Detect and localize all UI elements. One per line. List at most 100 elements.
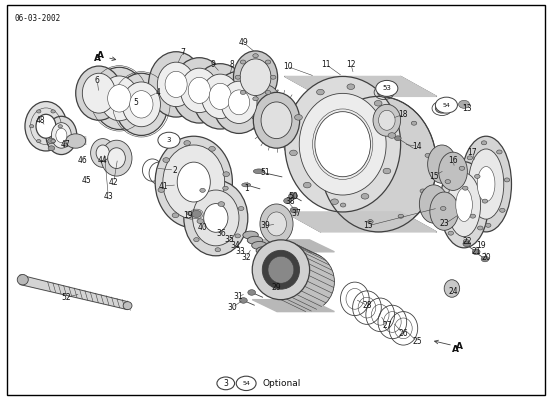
Ellipse shape bbox=[188, 77, 210, 104]
Circle shape bbox=[191, 210, 201, 218]
Circle shape bbox=[499, 208, 505, 212]
Ellipse shape bbox=[315, 112, 371, 177]
Text: 50: 50 bbox=[288, 192, 298, 200]
Ellipse shape bbox=[171, 58, 227, 123]
Ellipse shape bbox=[268, 256, 294, 283]
Text: 15: 15 bbox=[363, 222, 372, 230]
Polygon shape bbox=[285, 76, 436, 96]
Ellipse shape bbox=[435, 104, 448, 113]
Circle shape bbox=[481, 256, 489, 262]
Text: 34: 34 bbox=[230, 241, 240, 250]
Text: 29: 29 bbox=[272, 283, 281, 292]
Ellipse shape bbox=[123, 302, 132, 310]
Circle shape bbox=[172, 213, 179, 218]
Text: 39: 39 bbox=[260, 222, 270, 230]
Ellipse shape bbox=[122, 82, 160, 127]
Text: 21: 21 bbox=[472, 246, 481, 256]
Ellipse shape bbox=[204, 204, 228, 232]
Ellipse shape bbox=[209, 83, 231, 110]
Ellipse shape bbox=[180, 68, 218, 113]
Circle shape bbox=[36, 140, 41, 143]
Circle shape bbox=[448, 231, 453, 235]
Ellipse shape bbox=[228, 90, 249, 115]
Ellipse shape bbox=[373, 104, 400, 136]
Polygon shape bbox=[252, 240, 335, 252]
Circle shape bbox=[463, 239, 469, 243]
Circle shape bbox=[383, 168, 391, 174]
Text: 16: 16 bbox=[448, 156, 458, 165]
Ellipse shape bbox=[262, 250, 300, 289]
Ellipse shape bbox=[260, 252, 276, 260]
Circle shape bbox=[270, 75, 276, 79]
Ellipse shape bbox=[439, 152, 467, 190]
Circle shape bbox=[51, 140, 55, 143]
Circle shape bbox=[332, 135, 337, 139]
Ellipse shape bbox=[155, 136, 232, 228]
Circle shape bbox=[238, 206, 244, 210]
Ellipse shape bbox=[163, 145, 225, 219]
Circle shape bbox=[398, 214, 404, 218]
Ellipse shape bbox=[458, 100, 469, 108]
Text: 51: 51 bbox=[260, 168, 270, 176]
Ellipse shape bbox=[233, 51, 278, 104]
Ellipse shape bbox=[256, 247, 272, 255]
Circle shape bbox=[253, 97, 258, 101]
Circle shape bbox=[474, 174, 480, 178]
Text: 43: 43 bbox=[103, 192, 113, 200]
Text: 11: 11 bbox=[321, 60, 331, 69]
Text: 1: 1 bbox=[244, 184, 248, 192]
Text: 14: 14 bbox=[413, 142, 422, 151]
Circle shape bbox=[200, 188, 205, 192]
Ellipse shape bbox=[252, 240, 310, 300]
Text: 35: 35 bbox=[225, 235, 234, 244]
Text: 52: 52 bbox=[61, 293, 71, 302]
Text: 15: 15 bbox=[429, 172, 439, 180]
Text: 38: 38 bbox=[285, 198, 295, 206]
Circle shape bbox=[235, 234, 241, 238]
Text: 54: 54 bbox=[242, 381, 250, 386]
Ellipse shape bbox=[242, 183, 251, 187]
Circle shape bbox=[163, 158, 169, 162]
Text: 27: 27 bbox=[382, 321, 392, 330]
Ellipse shape bbox=[36, 114, 56, 138]
Text: 12: 12 bbox=[346, 60, 356, 69]
Circle shape bbox=[63, 143, 69, 147]
Circle shape bbox=[331, 199, 338, 204]
Text: 53: 53 bbox=[382, 85, 392, 91]
Text: A: A bbox=[452, 345, 460, 354]
Ellipse shape bbox=[461, 136, 512, 232]
Ellipse shape bbox=[201, 74, 239, 118]
Circle shape bbox=[239, 298, 247, 303]
Text: A: A bbox=[97, 52, 116, 60]
Circle shape bbox=[248, 290, 255, 295]
Text: 46: 46 bbox=[77, 156, 87, 166]
Ellipse shape bbox=[184, 180, 248, 256]
Circle shape bbox=[290, 207, 298, 213]
Ellipse shape bbox=[100, 76, 138, 121]
Ellipse shape bbox=[108, 148, 126, 168]
Text: 47: 47 bbox=[61, 140, 71, 149]
Ellipse shape bbox=[243, 231, 258, 239]
Circle shape bbox=[187, 211, 192, 215]
Text: 10: 10 bbox=[283, 62, 293, 71]
Circle shape bbox=[472, 249, 480, 255]
Ellipse shape bbox=[321, 96, 436, 232]
Circle shape bbox=[289, 193, 298, 199]
Circle shape bbox=[218, 202, 225, 206]
Text: 41: 41 bbox=[159, 182, 168, 190]
Circle shape bbox=[184, 141, 190, 145]
Text: 5: 5 bbox=[133, 98, 138, 107]
Text: 49: 49 bbox=[238, 38, 248, 47]
Circle shape bbox=[425, 154, 431, 158]
Circle shape bbox=[347, 84, 354, 90]
Circle shape bbox=[265, 60, 271, 64]
Text: 45: 45 bbox=[81, 176, 91, 185]
Circle shape bbox=[265, 90, 271, 94]
Ellipse shape bbox=[149, 52, 204, 117]
Circle shape bbox=[290, 150, 298, 156]
Polygon shape bbox=[285, 212, 436, 232]
Text: 17: 17 bbox=[467, 148, 477, 157]
Text: 20: 20 bbox=[481, 253, 491, 262]
Circle shape bbox=[316, 89, 324, 95]
Circle shape bbox=[208, 146, 215, 151]
